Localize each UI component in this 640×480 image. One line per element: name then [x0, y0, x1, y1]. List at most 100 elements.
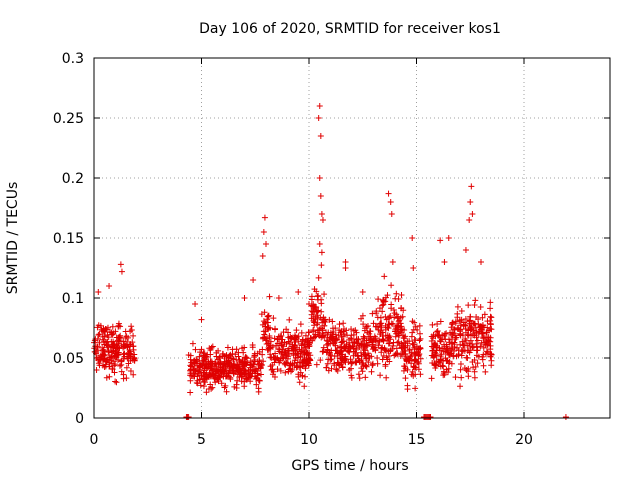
data-point [341, 331, 348, 338]
data-point [350, 331, 357, 338]
data-point [272, 326, 279, 333]
x-axis-label: GPS time / hours [291, 458, 408, 474]
data-point [372, 344, 379, 351]
data-point [217, 361, 224, 368]
data-point [260, 229, 267, 235]
data-point [321, 291, 328, 298]
data-point [377, 327, 384, 334]
data-point [465, 327, 472, 334]
data-point [408, 360, 415, 367]
data-point [331, 360, 338, 367]
data-point [319, 333, 326, 340]
data-point [115, 320, 122, 327]
data-point [94, 343, 101, 350]
data-point [120, 375, 127, 382]
data-point [385, 321, 392, 328]
data-point [374, 355, 381, 362]
data-point [393, 311, 400, 318]
data-point [411, 350, 418, 357]
data-point [103, 374, 110, 381]
y-tick-label: 0.2 [62, 171, 84, 187]
data-point [225, 354, 232, 361]
data-point [462, 316, 469, 323]
data-point [369, 362, 376, 369]
data-point [187, 362, 194, 369]
data-point [398, 292, 405, 299]
x-tick-label: 5 [197, 432, 206, 448]
data-point [358, 315, 365, 322]
data-point [259, 321, 266, 328]
data-point [106, 283, 113, 289]
data-point [259, 253, 266, 259]
data-point [458, 352, 465, 359]
data-point [316, 241, 323, 247]
data-point [429, 343, 436, 350]
data-point [98, 353, 105, 360]
y-tick-label: 0.3 [62, 51, 84, 67]
data-point [412, 385, 419, 392]
data-point [451, 348, 458, 355]
data-point [204, 351, 211, 358]
data-point [409, 235, 416, 241]
data-point [377, 372, 384, 379]
data-point [436, 331, 443, 338]
data-point [220, 361, 227, 368]
data-point [96, 339, 103, 346]
data-point [315, 292, 322, 299]
data-point [403, 357, 410, 364]
data-point [113, 334, 120, 341]
data-point [471, 301, 478, 308]
data-point [286, 350, 293, 357]
data-point [469, 358, 476, 365]
data-point [474, 360, 481, 367]
data-point [417, 335, 424, 342]
data-point [439, 362, 446, 369]
data-point [484, 342, 491, 349]
data-point [254, 350, 261, 357]
data-point [414, 326, 421, 333]
data-point [487, 299, 494, 306]
data-point [448, 331, 455, 338]
data-point [127, 357, 134, 364]
data-point [340, 325, 347, 332]
data-point [120, 351, 127, 358]
data-point [198, 316, 205, 323]
data-point [409, 318, 416, 325]
data-point [282, 359, 289, 366]
data-point [200, 378, 207, 385]
data-point [367, 328, 374, 335]
data-point [112, 361, 119, 368]
data-point [253, 381, 260, 388]
data-point [448, 324, 455, 331]
data-point [440, 372, 447, 379]
data-point [206, 345, 213, 352]
data-point [313, 361, 320, 368]
data-point [246, 372, 253, 379]
x-tick-label: 20 [515, 432, 533, 448]
data-point [443, 341, 450, 348]
data-point [335, 361, 342, 368]
data-point [406, 338, 413, 345]
data-point [292, 339, 299, 346]
data-point [218, 369, 225, 376]
data-point [298, 360, 305, 367]
data-point [115, 340, 122, 347]
data-point [416, 337, 423, 344]
data-point [117, 332, 124, 339]
data-point [123, 375, 130, 382]
data-point [385, 340, 392, 347]
data-point [256, 377, 263, 384]
data-point [401, 339, 408, 346]
data-point [284, 355, 291, 362]
data-point [387, 336, 394, 343]
data-point [436, 358, 443, 365]
data-point [317, 133, 324, 139]
data-point [94, 356, 101, 363]
data-point [187, 356, 194, 363]
data-point [379, 308, 386, 315]
data-point [215, 347, 222, 354]
data-point [471, 368, 478, 375]
data-point [348, 326, 355, 333]
data-point [363, 363, 370, 370]
